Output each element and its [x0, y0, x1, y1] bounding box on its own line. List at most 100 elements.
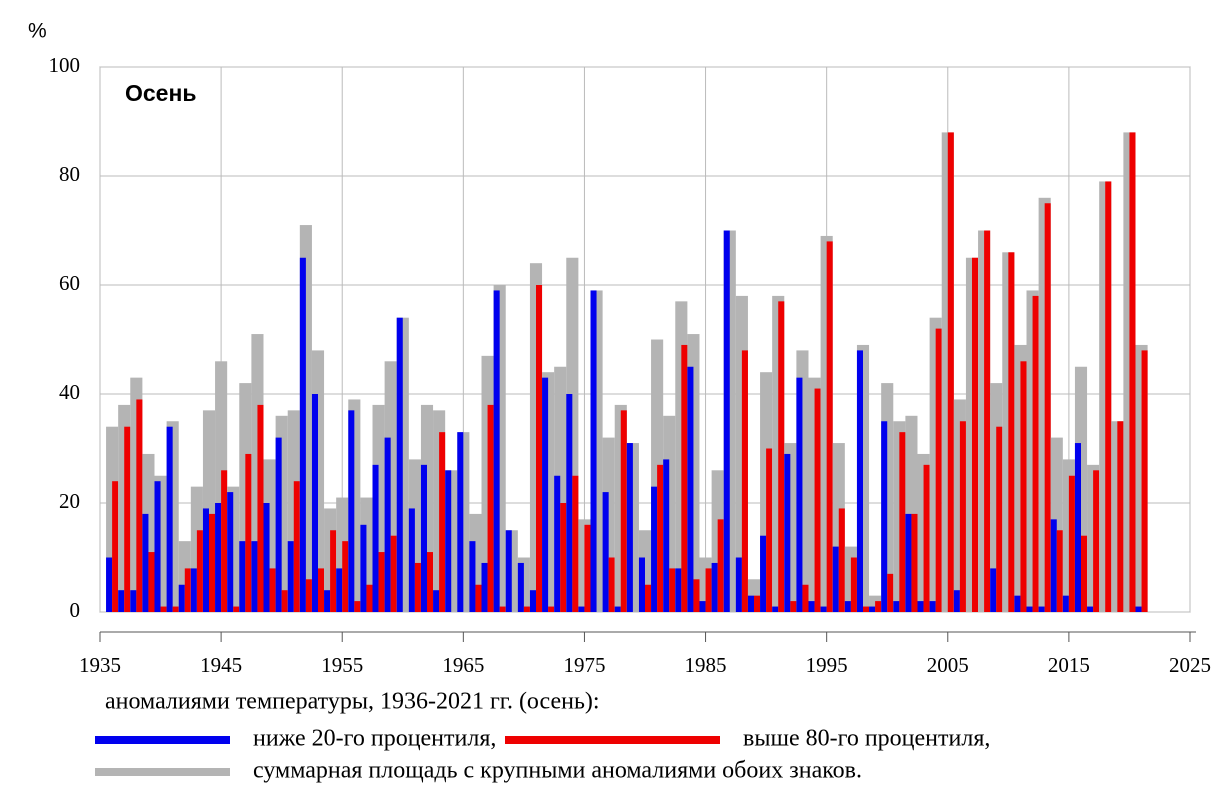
bar [439, 432, 446, 612]
x-tick-label: 1975 [563, 653, 605, 677]
bar [190, 568, 197, 612]
bar [384, 437, 391, 612]
bar [887, 573, 894, 612]
bar [1038, 606, 1045, 612]
bar [657, 464, 664, 612]
x-tick-label: 1965 [442, 653, 484, 677]
bar [663, 459, 670, 612]
bar [548, 606, 555, 612]
bar [215, 503, 222, 612]
bar [106, 557, 113, 612]
bar [863, 606, 870, 612]
legend-label: выше 80-го процентиля, [743, 726, 990, 752]
bar [336, 568, 343, 612]
bar [869, 606, 876, 612]
bar [947, 132, 954, 612]
bar [881, 421, 888, 612]
bar [166, 426, 173, 612]
bar [299, 257, 306, 612]
bar [475, 584, 482, 612]
bar [1026, 606, 1033, 612]
bar [275, 437, 282, 612]
bar [1044, 203, 1051, 612]
bar [1129, 132, 1136, 612]
bar [711, 562, 718, 612]
bar [136, 399, 143, 612]
bar [293, 481, 300, 612]
bar [1056, 530, 1063, 612]
bar [911, 513, 918, 612]
y-tick-label: 40 [59, 380, 80, 404]
bar [433, 590, 440, 612]
bar [1117, 421, 1124, 612]
bar [239, 541, 246, 612]
bar [427, 552, 434, 612]
caption: аномалиями температуры, 1936-2021 гг. (о… [105, 689, 600, 715]
bar [693, 579, 700, 612]
bar [221, 470, 228, 612]
bar [1087, 606, 1094, 612]
bar [348, 410, 355, 612]
bar [935, 328, 942, 612]
bar [735, 557, 742, 612]
bar [802, 584, 809, 612]
bar [717, 519, 724, 612]
bar [493, 290, 500, 612]
bar [287, 541, 294, 612]
bar [142, 513, 149, 612]
bar [251, 541, 258, 612]
bar [572, 475, 579, 612]
bar [899, 432, 906, 612]
bar [469, 541, 476, 612]
bar [620, 410, 627, 612]
bar [814, 388, 821, 612]
bar [972, 257, 979, 612]
legend-label: ниже 20-го процентиля, [253, 726, 496, 752]
y-tick-label: 80 [59, 162, 80, 186]
bar [614, 606, 621, 612]
bar [118, 590, 125, 612]
bar [590, 290, 597, 612]
bar [893, 601, 900, 612]
bar [651, 486, 658, 612]
bar [778, 301, 785, 612]
bar [766, 448, 773, 612]
bar [202, 508, 209, 612]
bar [1093, 470, 1100, 612]
bar [1062, 595, 1069, 612]
bar [760, 535, 767, 612]
bar [263, 503, 270, 612]
bar [408, 508, 415, 612]
bar [517, 562, 524, 612]
bar [566, 394, 573, 612]
bar [324, 590, 331, 612]
y-tick-label: 20 [59, 489, 80, 513]
bar [457, 432, 464, 612]
bar [1008, 252, 1015, 613]
y-axis-label: % [28, 20, 47, 43]
bar [536, 285, 543, 612]
bar [681, 344, 688, 612]
bar [560, 503, 567, 612]
bar [1081, 535, 1088, 612]
bar [1105, 181, 1112, 612]
bar [638, 557, 645, 612]
bar [184, 568, 191, 612]
bar [269, 568, 276, 612]
bar [160, 606, 167, 612]
bar [844, 601, 851, 612]
bar [414, 562, 421, 612]
bar [112, 481, 119, 612]
x-tick-label: 1995 [806, 653, 848, 677]
bar [342, 541, 349, 612]
legend-label: суммарная площадь с крупными аномалиями … [253, 758, 862, 784]
chart-title: Осень [125, 80, 197, 106]
bar [645, 584, 652, 612]
x-tick-label: 2005 [927, 653, 969, 677]
y-tick-label: 60 [59, 271, 80, 295]
y-tick-label: 0 [70, 598, 81, 622]
bar [578, 606, 585, 612]
bar [227, 492, 234, 612]
x-tick-label: 1955 [321, 653, 363, 677]
